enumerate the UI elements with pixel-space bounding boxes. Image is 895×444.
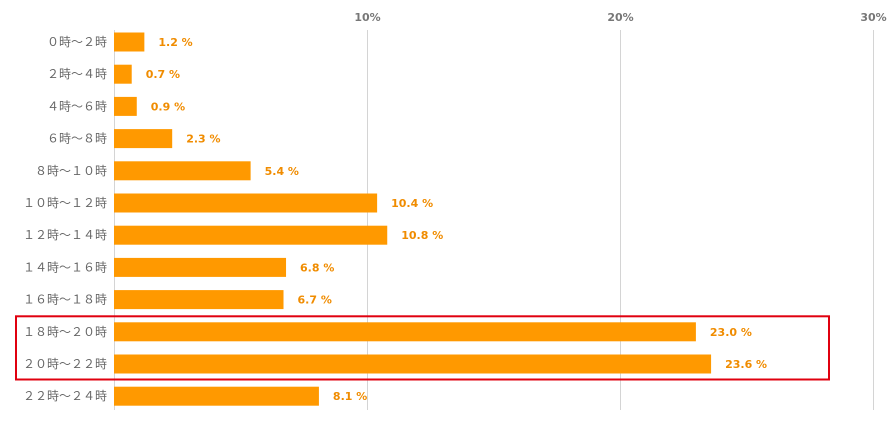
bar [114,96,137,116]
bar [114,193,378,213]
category-label: ２時～４時 [47,67,107,81]
bar [114,129,173,149]
data-label: 5.4 % [265,165,299,178]
data-label: 10.4 % [391,197,433,210]
x-tick-label: 10% [354,11,380,24]
data-label: 23.0 % [710,326,752,339]
bar [114,354,712,374]
category-label: ２２時～２４時 [23,389,107,403]
data-label: 8.1 % [333,390,367,403]
x-tick-label: 30% [860,11,886,24]
category-label: １２時～１４時 [23,228,107,242]
data-label: 23.6 % [725,358,767,371]
data-label: 6.8 % [300,261,334,274]
bar [114,161,251,181]
data-label: 2.3 % [186,133,220,146]
bar [114,32,145,52]
bar [114,64,132,84]
data-label: 1.2 % [158,36,192,49]
data-label: 0.9 % [151,100,185,113]
category-label: ０時～２時 [47,35,107,49]
category-label: １０時～１２時 [23,196,107,210]
bar [114,257,287,277]
data-label: 6.7 % [298,294,332,307]
category-label: １８時～２０時 [23,325,107,339]
bar [114,225,388,245]
highlight-box [15,315,830,381]
category-label: ８時～１０時 [35,164,107,178]
category-label: １４時～１６時 [23,260,107,274]
bar [114,322,696,342]
data-label: 0.7 % [146,68,180,81]
bar [114,290,284,310]
bar [114,386,319,406]
x-tick-label: 20% [607,11,633,24]
category-label: ２０時～２２時 [23,357,107,371]
category-label: ４時～６時 [47,99,107,113]
data-label: 10.8 % [401,229,443,242]
category-label: ６時～８時 [47,132,107,146]
category-label: １６時～１８時 [23,293,107,307]
